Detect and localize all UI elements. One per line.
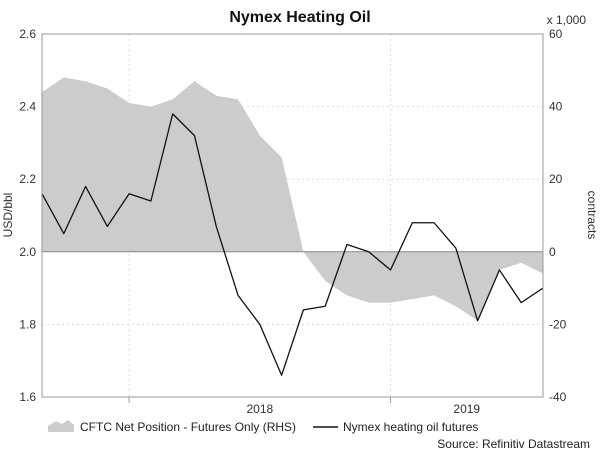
legend-area-label: CFTC Net Position - Futures Only (RHS) — [80, 420, 296, 434]
right-tick-label: 60 — [549, 27, 563, 41]
area-series — [42, 77, 543, 321]
right-axis-unit-note: x 1,000 — [547, 13, 587, 27]
right-tick-label: -40 — [549, 390, 567, 404]
left-tick-label: 2.2 — [19, 172, 36, 186]
source-note: Source: Refinitiv Datastream — [437, 437, 590, 451]
right-axis-label: contracts — [585, 191, 599, 240]
line-series — [41, 113, 544, 376]
cftc-net-position-area — [42, 77, 543, 321]
legend-area-swatch — [48, 420, 74, 432]
right-tick-label: 20 — [549, 172, 563, 186]
right-axis-ticks: -40 -20 0 20 40 60 — [549, 27, 567, 404]
x-tick-label: 2018 — [246, 402, 273, 416]
left-tick-label: 2.4 — [19, 100, 36, 114]
right-tick-label: 40 — [549, 100, 563, 114]
x-tick-label: 2019 — [453, 402, 480, 416]
plot-frame — [41, 33, 544, 398]
left-axis-label: USD/bbl — [1, 193, 15, 238]
legend-line-label: Nymex heating oil futures — [343, 420, 478, 434]
chart-title: Nymex Heating Oil — [229, 9, 370, 26]
heating-oil-price-line — [41, 113, 544, 376]
left-tick-label: 2.0 — [19, 245, 36, 259]
left-axis-ticks: 1.6 1.8 2.0 2.2 2.4 2.6 — [19, 27, 36, 404]
left-tick-label: 1.8 — [19, 317, 36, 331]
legend: CFTC Net Position - Futures Only (RHS) N… — [48, 420, 478, 434]
right-tick-label: 0 — [549, 245, 556, 259]
left-tick-label: 1.6 — [19, 390, 36, 404]
x-axis-ticks: 2018 2019 — [128, 397, 480, 416]
left-tick-label: 2.6 — [19, 27, 36, 41]
right-tick-label: -20 — [549, 317, 567, 331]
